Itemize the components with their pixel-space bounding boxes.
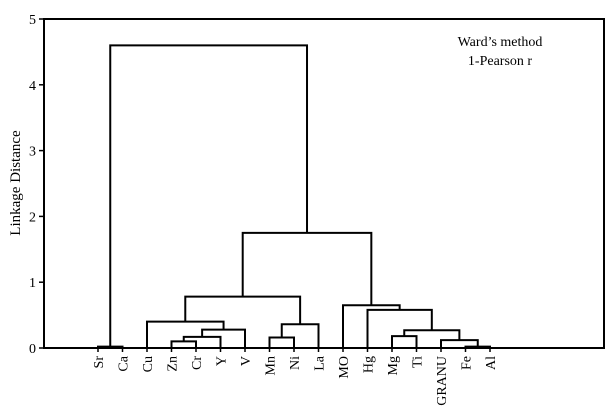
y-tick-label: 1 [29,276,36,291]
leaf-label-v: V [239,356,254,366]
dendrogram-links [97,44,491,348]
dendrogram-link-5 [268,336,295,348]
leaf-label-ca: Ca [117,355,132,371]
leaf-label-mo: MO [337,356,352,379]
dendrogram-link-14 [241,231,373,306]
leaf-label-fe: Fe [460,356,475,370]
leaf-label-y: Y [215,356,230,366]
dendrogram-link-6 [280,323,320,348]
leaf-label-zn: Zn [166,356,181,372]
y-tick-label: 3 [29,145,36,160]
leaf-label-sr: Sr [92,356,107,369]
leaf-label-la: La [313,355,328,371]
dendrogram-link-3 [201,328,246,348]
y-tick-label: 2 [29,210,36,225]
dendrogram-link-10 [391,335,418,348]
y-tick-label: 0 [29,342,36,357]
annotation-line-2: 1-Pearson r [468,54,532,69]
leaf-label-mn: Mn [264,356,279,375]
plot-frame [43,18,605,349]
leaf-labels: Sr Ca Cu Zn Cr Y V Mn Ni La MO Hg Mg Ti GRANU Fe Al [92,348,499,406]
y-axis: 0 1 2 3 4 5 [29,13,44,357]
leaf-label-hg: Hg [362,356,377,373]
dendrogram-link-12 [366,308,433,348]
dendrogram-link-4 [146,320,225,348]
y-tick-label: 5 [29,13,36,28]
leaf-label-granu: GRANU [435,356,450,406]
y-tick-label: 4 [29,79,36,94]
y-axis-label: Linkage Distance [8,130,24,236]
leaf-label-ti: Ti [411,356,426,368]
leaf-label-cr: Cr [190,356,205,370]
dendrogram-link-7 [184,295,302,325]
leaf-label-cu: Cu [141,356,156,372]
leaf-label-al: Al [484,356,499,370]
leaf-label-mg: Mg [386,356,401,375]
dendrogram-link-15 [109,44,309,347]
leaf-label-ni: Ni [288,356,303,370]
annotation-line-1: Ward’s method [458,35,543,50]
